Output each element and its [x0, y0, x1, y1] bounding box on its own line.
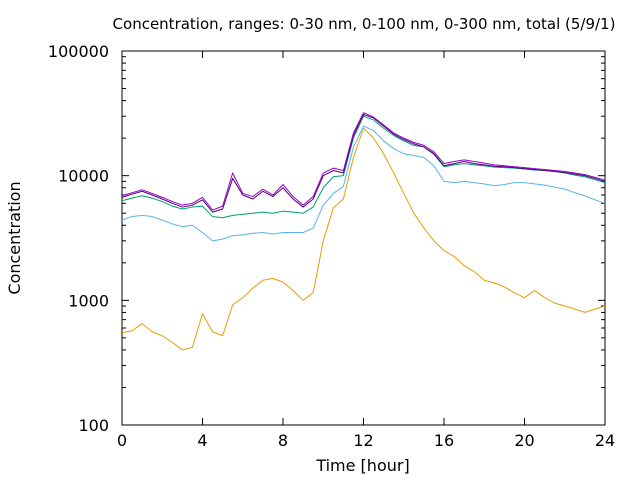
- series-line-4: [121, 112, 606, 211]
- chart-title: Concentration, ranges: 0-30 nm, 0-100 nm…: [113, 15, 616, 33]
- y-axis: 100 1000 10000 100000: [48, 42, 605, 435]
- y-tick-label: 100: [78, 416, 109, 435]
- x-tick-label: 20: [514, 431, 534, 450]
- x-tick-label: 12: [353, 431, 373, 450]
- x-tick-label: 4: [197, 431, 207, 450]
- x-axis-label: Time [hour]: [315, 456, 409, 475]
- y-tick-label: 10000: [58, 167, 109, 186]
- y-axis-label: Concentration: [5, 181, 24, 294]
- series-line-0: [121, 127, 606, 351]
- x-tick-label: 0: [117, 431, 127, 450]
- series-line-1: [121, 125, 606, 242]
- y-tick-label: 100000: [48, 42, 109, 61]
- y-tick-label: 1000: [68, 291, 109, 310]
- x-axis: 0 4 8 12 16 20 24: [117, 51, 615, 450]
- x-tick-label: 16: [434, 431, 454, 450]
- series-line-3: [121, 113, 606, 213]
- series-lines: [121, 112, 606, 351]
- x-tick-label: 8: [278, 431, 288, 450]
- plot-frame: [121, 50, 606, 426]
- x-tick-label: 24: [595, 431, 615, 450]
